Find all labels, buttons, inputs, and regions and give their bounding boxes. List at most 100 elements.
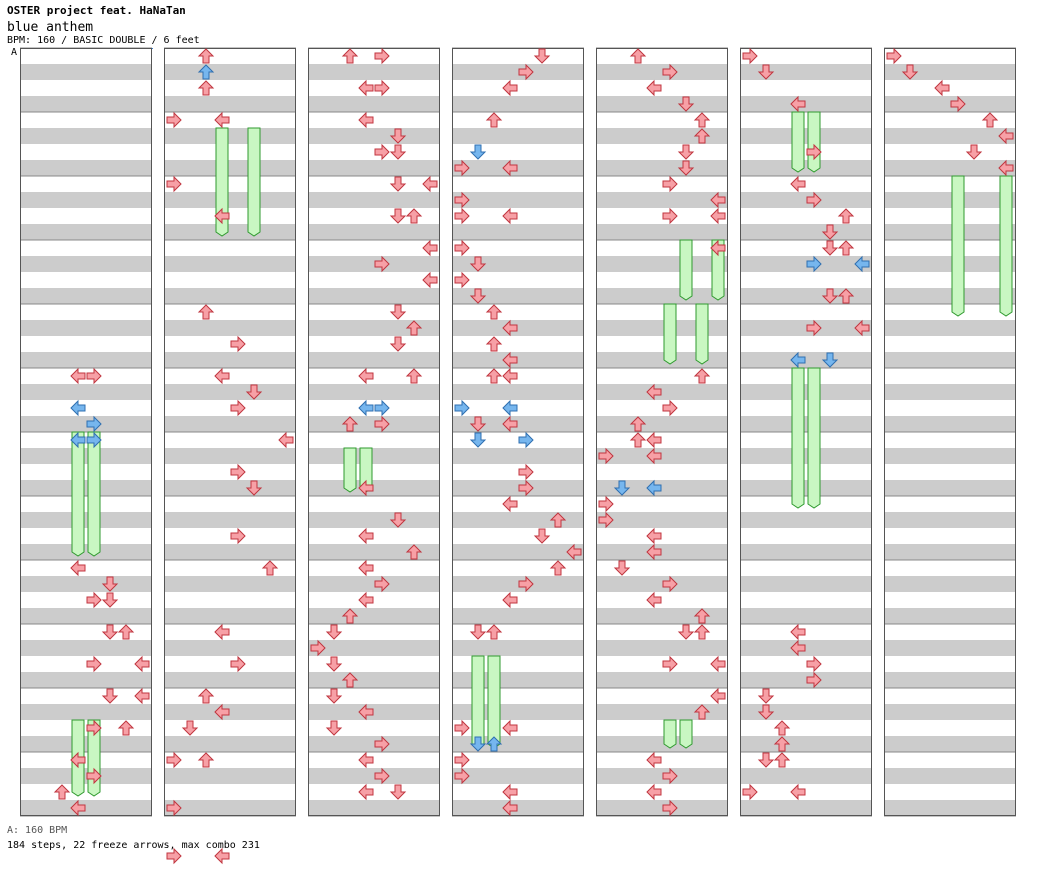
beat-stripe — [20, 480, 152, 496]
step-arrow — [166, 175, 182, 193]
step-arrow — [677, 624, 695, 640]
step-arrow — [502, 719, 518, 737]
step-arrow — [757, 752, 775, 768]
beat-stripe — [884, 704, 1016, 720]
step-arrow — [646, 543, 662, 561]
step-arrow — [566, 543, 582, 561]
beat-stripe — [596, 480, 728, 496]
step-arrow — [261, 560, 279, 576]
bpm-legend: A: 160 BPM — [7, 825, 68, 836]
step-arrow — [389, 144, 407, 160]
freeze-arrow — [791, 111, 805, 173]
step-arrow — [790, 351, 806, 369]
step-arrow — [341, 48, 359, 64]
step-arrow — [742, 47, 758, 65]
beat-stripe — [164, 640, 296, 656]
beat-stripe — [452, 544, 584, 560]
beat-stripe — [452, 64, 584, 80]
step-arrow — [646, 527, 662, 545]
step-arrow — [86, 719, 102, 737]
step-arrow — [166, 799, 182, 817]
beat-stripe — [164, 768, 296, 784]
beat-stripe — [884, 224, 1016, 240]
beat-stripe — [308, 448, 440, 464]
step-arrow — [422, 175, 438, 193]
step-arrow — [502, 415, 518, 433]
beat-stripe — [308, 128, 440, 144]
step-arrow — [613, 480, 631, 496]
step-arrow — [806, 671, 822, 689]
song-title: blue anthem — [7, 20, 94, 35]
step-arrow — [405, 208, 423, 224]
step-arrow — [773, 736, 791, 752]
step-arrow — [358, 111, 374, 129]
beat-stripe — [740, 640, 872, 656]
beat-stripe — [884, 608, 1016, 624]
step-arrow — [485, 736, 503, 752]
freeze-arrow — [471, 655, 485, 749]
step-arrow — [854, 255, 870, 273]
beat-stripe — [884, 96, 1016, 112]
step-arrow — [854, 319, 870, 337]
beat-stripe — [596, 640, 728, 656]
step-arrow — [646, 783, 662, 801]
step-arrow — [358, 783, 374, 801]
step-arrow — [325, 720, 343, 736]
step-arrow — [662, 575, 678, 593]
step-arrow — [518, 63, 534, 81]
step-arrow — [646, 383, 662, 401]
step-arrow — [230, 335, 246, 353]
step-arrow — [405, 320, 423, 336]
beat-stripe — [884, 640, 1016, 656]
beat-stripe — [884, 672, 1016, 688]
step-arrow — [806, 655, 822, 673]
step-arrow — [806, 319, 822, 337]
step-arrow — [742, 783, 758, 801]
step-arrow — [646, 591, 662, 609]
beat-stripe — [452, 384, 584, 400]
step-arrow — [70, 559, 86, 577]
beat-stripe — [20, 640, 152, 656]
beat-stripe — [740, 320, 872, 336]
beat-stripe — [452, 672, 584, 688]
step-arrow — [405, 368, 423, 384]
beat-stripe — [884, 576, 1016, 592]
beat-stripe — [884, 416, 1016, 432]
step-arrow — [101, 688, 119, 704]
step-arrow — [358, 559, 374, 577]
step-arrow — [981, 112, 999, 128]
step-arrow — [502, 159, 518, 177]
beat-stripe — [20, 320, 152, 336]
beat-stripe — [164, 288, 296, 304]
step-arrow — [806, 255, 822, 273]
step-arrow — [485, 368, 503, 384]
beat-stripe — [20, 608, 152, 624]
beat-stripe — [740, 64, 872, 80]
column-border — [452, 48, 584, 816]
step-arrow — [389, 784, 407, 800]
beat-stripe — [308, 480, 440, 496]
freeze-arrow — [679, 719, 693, 749]
beat-stripe — [164, 416, 296, 432]
song-artist: OSTER project feat. HaNaTan — [7, 4, 186, 17]
beat-stripe — [452, 480, 584, 496]
freeze-arrow — [695, 303, 709, 365]
beat-stripe — [20, 736, 152, 752]
beat-stripe — [308, 544, 440, 560]
step-arrow — [821, 352, 839, 368]
bpm-marker: A — [11, 47, 18, 58]
beat-stripe — [596, 800, 728, 816]
step-arrow — [518, 479, 534, 497]
step-arrow — [389, 176, 407, 192]
step-arrow — [86, 767, 102, 785]
step-arrow — [86, 655, 102, 673]
beat-stripe — [164, 224, 296, 240]
chart-stats: 184 steps, 22 freeze arrows, max combo 2… — [7, 840, 260, 851]
step-arrow — [86, 431, 102, 449]
step-arrow — [710, 191, 726, 209]
step-arrow — [166, 847, 182, 865]
step-arrow — [214, 367, 230, 385]
step-arrow — [197, 752, 215, 768]
beat-stripe — [452, 352, 584, 368]
step-arrow — [230, 527, 246, 545]
